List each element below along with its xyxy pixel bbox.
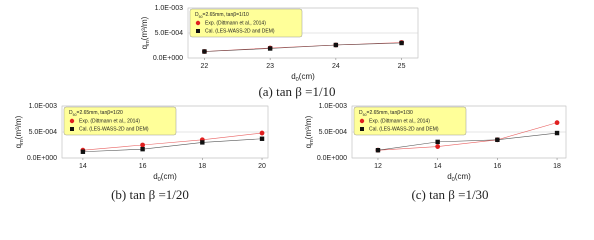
y-axis-label-part: q (140, 45, 149, 49)
legend-marker (69, 118, 75, 124)
legend-title-part: 50 (73, 113, 77, 117)
legend-title-part: =2.65mm, tanβ=1/10 (203, 12, 249, 18)
x-tick-label: 12 (374, 163, 382, 170)
x-axis-label-part: (cm) (299, 72, 315, 81)
data-point (554, 130, 560, 136)
legend-box (189, 8, 303, 38)
legend-title-part: D (69, 110, 73, 116)
legend-marker (70, 127, 74, 131)
y-axis-label-part: q (14, 144, 23, 148)
legend-title: D50=2.65mm, tanβ=1/20 (69, 110, 123, 117)
data-point (375, 148, 381, 153)
y-tick-label: 1.0E-003 (319, 103, 348, 110)
data-point (140, 142, 146, 148)
y-axis-label: qm(m³/m) (304, 115, 315, 148)
x-axis-label-part: 0 (158, 177, 161, 183)
data-point (435, 139, 440, 145)
x-tick-label: 16 (493, 163, 501, 170)
y-tick-label: 5.0E-004 (319, 129, 348, 136)
y-tick-label: 1.0E-003 (155, 5, 184, 12)
series-line (377, 132, 558, 151)
y-axis-label: qm(m³/m) (14, 115, 25, 148)
y-axis-label-part: m (145, 40, 151, 45)
y-axis-label-part: (m³/m) (304, 115, 313, 139)
x-axis-label-part: d (447, 172, 451, 181)
series-line (204, 42, 402, 52)
x-tick-label: 22 (201, 63, 209, 70)
x-axis-label-part: d (153, 172, 157, 181)
x-tick-label: 16 (139, 163, 147, 170)
caption: (b) tan β =1/20 (111, 187, 189, 202)
data-point (80, 149, 86, 154)
y-tick-label: 1.0E-003 (29, 103, 58, 110)
y-axis-label-part: (m³/m) (140, 16, 149, 40)
x-axis-label-part: d (291, 72, 295, 81)
legend-label: Cal. (LES-WASS-2D and DEM) (79, 126, 149, 132)
data-point (140, 146, 145, 152)
legend-marker (359, 118, 365, 124)
data-point (399, 40, 404, 46)
x-tick-label: 20 (258, 163, 266, 170)
y-axis-label-part: q (304, 144, 313, 148)
data-point (202, 49, 207, 54)
legend-box (353, 106, 467, 136)
legend-label: Cal. (LES-WASS-2D and DEM) (205, 28, 275, 34)
legend-title: D50=2.65mm, tanβ=1/10 (195, 12, 249, 19)
legend-marker (360, 127, 364, 131)
legend-title-part: =2.65mm, tanβ=1/30 (367, 110, 413, 116)
legend-title-part: D (359, 110, 363, 116)
x-tick-label: 14 (79, 163, 87, 170)
legend-title-part: D (195, 12, 199, 18)
data-point (554, 120, 560, 126)
x-tick-label: 14 (434, 163, 442, 170)
x-axis-label-part: 0 (296, 77, 299, 83)
legend-marker (196, 29, 200, 33)
x-axis-label-part: (cm) (161, 172, 177, 181)
y-axis-label-part: (m³/m) (14, 115, 23, 139)
y-tick-label: 0.0E+000 (153, 55, 183, 62)
data-point (333, 42, 339, 48)
y-tick-label: 5.0E-004 (155, 30, 184, 37)
x-tick-label: 23 (266, 63, 274, 70)
legend-label: Cal. (LES-WASS-2D and DEM) (369, 126, 439, 132)
series-line (377, 122, 558, 151)
data-point (435, 144, 441, 149)
legend-title-part: =2.65mm, tanβ=1/20 (77, 110, 123, 116)
x-tick-label: 18 (198, 163, 206, 170)
data-point (267, 46, 273, 51)
data-point (259, 136, 265, 141)
x-tick-label: 24 (332, 63, 340, 70)
series-line (82, 132, 263, 151)
x-axis-label-part: (cm) (455, 172, 471, 181)
x-axis-label: d0(cm) (447, 172, 471, 183)
data-point (200, 140, 205, 145)
y-tick-label: 0.0E+000 (317, 155, 347, 162)
legend-title-part: 50 (199, 15, 203, 19)
caption: (a) tan β =1/10 (258, 84, 335, 99)
data-point (495, 137, 500, 142)
legend-title-part: 50 (363, 113, 367, 117)
legend-label: Exp. (Dittmann et al., 2014) (79, 118, 140, 124)
data-point (259, 130, 265, 136)
x-tick-label: 25 (398, 63, 406, 70)
y-tick-label: 5.0E-004 (29, 129, 58, 136)
x-axis-label: d0(cm) (153, 172, 177, 183)
series-line (82, 138, 263, 153)
legend-label: Exp. (Dittmann et al., 2014) (205, 20, 266, 26)
legend-box (63, 106, 177, 136)
y-tick-label: 0.0E+000 (27, 155, 57, 162)
x-tick-label: 18 (553, 163, 561, 170)
legend-marker (195, 20, 201, 26)
legend-title: D50=2.65mm, tanβ=1/30 (359, 110, 413, 117)
x-axis-label-part: 0 (452, 177, 455, 183)
y-axis-label: qm(m³/m) (140, 16, 151, 49)
x-axis-label: d0(cm) (291, 72, 315, 83)
y-axis-label-part: m (309, 139, 315, 144)
y-axis-label-part: m (19, 139, 25, 144)
caption: (c) tan β =1/30 (411, 187, 488, 202)
legend-label: Exp. (Dittmann et al., 2014) (369, 118, 430, 124)
